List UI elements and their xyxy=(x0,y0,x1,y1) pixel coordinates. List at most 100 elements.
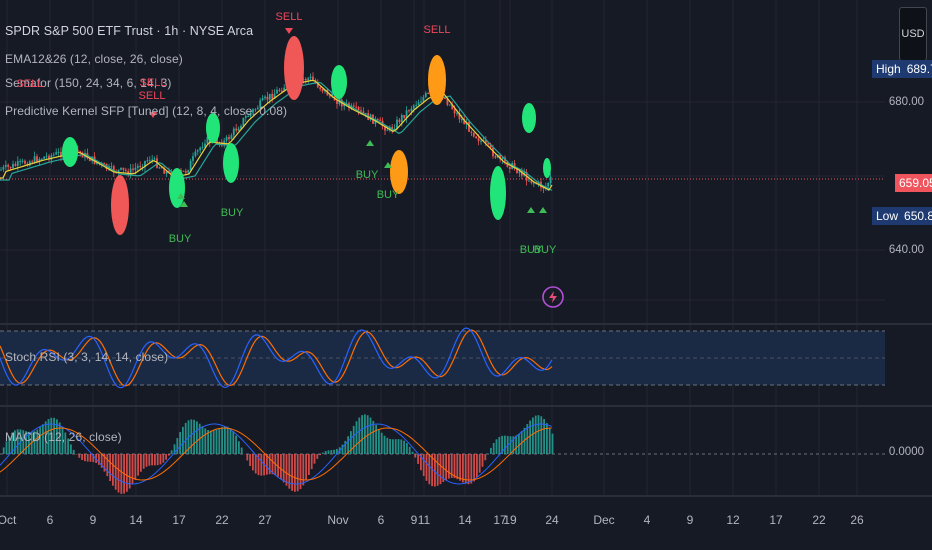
candle-body xyxy=(180,169,182,171)
candle-body xyxy=(50,155,53,160)
candle-body xyxy=(492,147,494,157)
candle-body xyxy=(384,126,386,131)
candle-body xyxy=(376,119,379,121)
macd-bar xyxy=(252,454,254,471)
chart-title[interactable]: SPDR S&P 500 ETF Trust · 1h · NYSE Arca xyxy=(5,24,254,38)
macd-bar xyxy=(310,454,313,470)
candle-body xyxy=(484,140,487,143)
macd-bar xyxy=(534,415,537,454)
macd-bar xyxy=(36,429,39,454)
ema-fast-line xyxy=(0,79,553,191)
indicator-ema[interactable]: EMA12&26 (12, close, 26, close) xyxy=(5,52,183,66)
macd-bar xyxy=(89,454,92,462)
candle-body xyxy=(331,93,334,96)
macd-bar xyxy=(53,417,55,454)
candle-body xyxy=(532,182,535,184)
macd-bar xyxy=(112,454,114,486)
macd-bar xyxy=(364,414,366,454)
macd-bar xyxy=(190,419,193,454)
buy-label: BUY xyxy=(376,189,400,201)
candle-body xyxy=(40,158,43,160)
candle-body xyxy=(165,171,168,174)
macd-bar xyxy=(470,454,473,484)
low-label: Low xyxy=(876,209,899,223)
macd-bar xyxy=(210,430,212,454)
candle-body xyxy=(508,166,511,170)
macd-bar xyxy=(428,454,431,485)
candle-body xyxy=(480,140,482,142)
candle-body xyxy=(408,110,410,112)
macd-bar xyxy=(347,436,349,454)
high-label: High xyxy=(876,62,901,76)
macd-bar xyxy=(162,454,165,463)
macd-bar xyxy=(221,427,223,454)
macd-histogram xyxy=(2,414,554,494)
macd-label[interactable]: MACD (12, 26, close) xyxy=(5,430,122,444)
macd-bar xyxy=(44,421,47,454)
macd-bar xyxy=(50,417,53,454)
buy-label: BUY xyxy=(355,169,379,181)
macd-bar xyxy=(445,454,447,481)
macd-bar xyxy=(176,438,179,454)
macd-bar xyxy=(184,422,187,454)
candle-body xyxy=(398,119,401,123)
ema-slow-line xyxy=(0,81,553,191)
macd-bar xyxy=(350,431,352,454)
macd-bar xyxy=(504,435,506,454)
macd-bar xyxy=(168,454,170,456)
currency-button[interactable]: USD xyxy=(899,7,927,61)
candle-body xyxy=(88,158,91,162)
candle-body xyxy=(448,104,451,106)
candle-body xyxy=(9,166,12,169)
buy-triangle xyxy=(384,162,392,168)
macd-bar xyxy=(246,454,249,461)
macd-bar xyxy=(207,429,209,454)
macd-bar xyxy=(448,454,450,479)
buy-label: BUY xyxy=(519,244,543,256)
macd-bar xyxy=(84,454,86,462)
candle-body xyxy=(132,168,134,170)
candle-body xyxy=(225,137,228,141)
macd-bar xyxy=(170,450,173,454)
time-tick: 17 xyxy=(172,513,186,527)
macd-bar xyxy=(518,433,520,454)
macd-bar xyxy=(254,454,257,474)
time-tick: 6 xyxy=(46,513,54,527)
candle-body xyxy=(271,93,274,99)
indicator-semafor[interactable]: Semafor (150, 24, 34, 6, 14, 3) xyxy=(5,76,172,90)
candle-body xyxy=(312,76,314,81)
sell-triangle xyxy=(149,112,157,118)
candle-body xyxy=(333,93,336,101)
semafor-marker xyxy=(543,158,551,178)
candle-body xyxy=(57,151,60,153)
candle-body xyxy=(134,167,137,170)
macd-bar xyxy=(361,415,363,454)
macd-bar xyxy=(352,425,355,454)
macd-bar xyxy=(490,447,492,454)
candle-body xyxy=(309,76,312,79)
macd-bar xyxy=(414,454,417,458)
semafor-marker xyxy=(428,55,446,105)
candle-body xyxy=(153,158,156,160)
macd-bar xyxy=(140,454,142,472)
sell-label: SELL xyxy=(275,11,303,23)
macd-bar xyxy=(39,427,41,454)
macd-bar xyxy=(378,429,380,454)
candle-body xyxy=(357,107,360,111)
macd-bar xyxy=(120,454,123,494)
macd-bar xyxy=(142,454,145,469)
candle-body xyxy=(228,137,230,140)
lightning-icon[interactable] xyxy=(542,286,564,308)
macd-bar xyxy=(100,454,103,468)
macd-bar xyxy=(302,454,305,486)
macd-bar xyxy=(131,454,134,485)
indicator-kernel[interactable]: Predictive Kernel SFP [Tuned] (12, 8, 4,… xyxy=(5,104,288,118)
macd-bar xyxy=(218,428,221,454)
macd-bar xyxy=(114,454,117,490)
time-tick: 22 xyxy=(215,513,229,527)
candle-body xyxy=(103,163,106,165)
macd-bar xyxy=(106,454,109,477)
stoch-rsi-label[interactable]: Stoch RSI (3, 3, 14, 14, close) xyxy=(5,350,169,364)
macd-bar xyxy=(540,416,543,454)
